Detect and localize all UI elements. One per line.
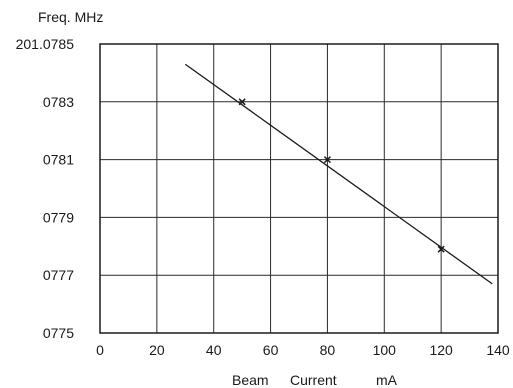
data-point: [238, 98, 246, 106]
x-tick-labels: 0 20 40 60 80 100 120 140: [96, 342, 510, 358]
data-point: [437, 245, 445, 253]
data-point-stroke: [323, 156, 331, 164]
y-tick-label: 0777: [43, 267, 74, 283]
x-tick-label: 20: [149, 342, 165, 358]
y-tick-label: 201.0785: [16, 36, 75, 52]
x-axis-label-current: Current: [290, 372, 337, 388]
x-tick-label: 140: [486, 342, 510, 358]
y-tick-label: 0779: [43, 209, 74, 225]
data-point-stroke: [437, 245, 445, 253]
data-points: [238, 98, 445, 253]
x-tick-label: 0: [96, 342, 104, 358]
grid: [100, 44, 498, 333]
x-tick-label: 60: [263, 342, 279, 358]
x-axis-label-unit: mA: [376, 372, 398, 388]
x-tick-label: 120: [429, 342, 453, 358]
y-tick-label: 0781: [43, 152, 74, 168]
plot-frame: [99, 43, 499, 334]
y-tick-labels: 0775 0777 0779 0781 0783 201.0785: [16, 36, 75, 341]
data-point: [323, 156, 331, 164]
x-tick-label: 80: [320, 342, 336, 358]
fit-line: [184, 63, 493, 285]
x-tick-label: 100: [373, 342, 397, 358]
x-axis-label-beam: Beam: [232, 372, 269, 388]
x-tick-label: 40: [206, 342, 222, 358]
y-tick-label: 0783: [43, 94, 74, 110]
fit-line-group: [184, 63, 493, 285]
y-axis-label: Freq. MHz: [38, 9, 103, 25]
data-point-stroke: [238, 98, 246, 106]
y-tick-label: 0775: [43, 325, 74, 341]
